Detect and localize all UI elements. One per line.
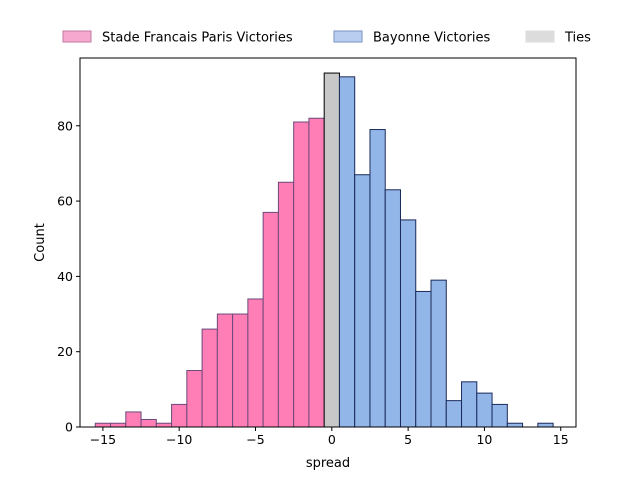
- bar-2-10: [491, 403, 508, 428]
- bar-0-12: [277, 181, 295, 428]
- bar-0-6: [186, 370, 203, 428]
- x-tick-label-2: −5: [246, 432, 264, 447]
- y-axis: 0 20 40 60 80: [57, 118, 80, 435]
- bar-2-3: [384, 189, 401, 428]
- bar-0-10: [247, 298, 264, 428]
- bar-0-4: [155, 422, 173, 428]
- bar-0-5: [171, 403, 188, 428]
- legend-label-1: Bayonne Victories: [373, 31, 491, 46]
- bar-2-5: [415, 290, 432, 428]
- bar-0-13: [293, 121, 310, 428]
- x-tick-label-0: −15: [90, 432, 116, 447]
- bar-2-6: [430, 279, 447, 428]
- legend-swatch-0: [62, 30, 92, 43]
- x-tick-label-1: −10: [166, 432, 192, 447]
- y-axis-label: Count: [33, 223, 48, 262]
- legend: Stade Francais Paris Victories Bayonne Vi…: [62, 30, 591, 46]
- bar-0-2: [125, 411, 142, 428]
- y-tick-label-3: 60: [57, 194, 73, 209]
- bar-2-4: [399, 219, 417, 428]
- y-tick-label-2: 40: [57, 269, 73, 284]
- y-tick-label-4: 80: [57, 118, 73, 133]
- plot-frame: [79, 57, 577, 428]
- x-axis: −15 −10 −5 0 5 10 15: [90, 427, 569, 447]
- legend-swatch-1: [333, 30, 363, 43]
- bar-2-13: [537, 422, 554, 428]
- legend-swatch-2: [525, 30, 555, 43]
- bar-0-8: [216, 313, 234, 428]
- x-axis-label: spread: [306, 456, 350, 471]
- bar-2-7: [445, 400, 463, 428]
- bar-0-1: [110, 422, 127, 428]
- x-tick-label-5: 10: [476, 432, 492, 447]
- bar-2-9: [476, 392, 493, 428]
- legend-label-0: Stade Francais Paris Victories: [102, 31, 293, 46]
- y-tick-label-0: 0: [65, 420, 73, 435]
- bar-2-11: [506, 422, 524, 428]
- x-tick-label-6: 15: [553, 432, 569, 447]
- bar-0-11: [262, 211, 279, 428]
- bar-2-0: [338, 76, 356, 428]
- x-tick-label-4: 5: [404, 432, 412, 447]
- bar-1-0: [323, 72, 340, 428]
- bars-group: [94, 72, 554, 428]
- bar-0-3: [140, 418, 157, 428]
- bar-2-2: [369, 129, 386, 428]
- x-tick-label-3: 0: [328, 432, 336, 447]
- y-tick-label-1: 20: [57, 344, 73, 359]
- bar-2-1: [354, 174, 371, 428]
- bar-0-7: [201, 328, 218, 428]
- bar-2-8: [461, 381, 478, 428]
- bar-0-14: [308, 117, 325, 428]
- bar-0-9: [232, 313, 249, 428]
- legend-label-2: Ties: [564, 31, 591, 46]
- bar-0-0: [94, 422, 112, 428]
